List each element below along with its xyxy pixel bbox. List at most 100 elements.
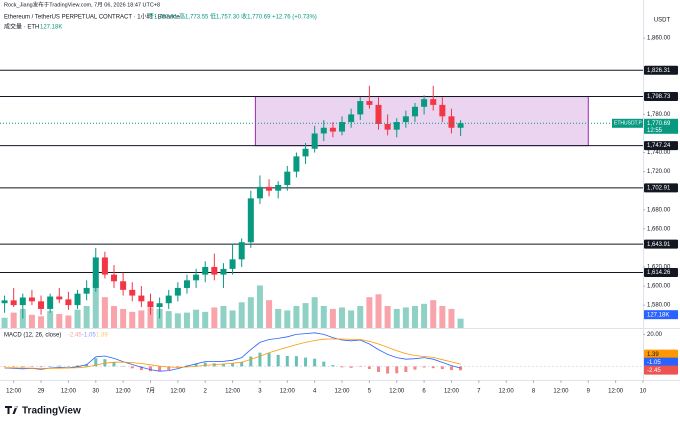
macd-hist [48,366,52,367]
candle-body [375,104,382,124]
candle-body [65,299,72,306]
volume-bar [174,313,181,328]
x-tick-label: 12:00 [6,389,22,395]
symbol-tag-bg [612,118,643,128]
macd-hist [395,366,399,374]
candle-body [275,184,282,191]
macd-hist [121,365,125,367]
level-label-bg [644,141,678,151]
volume-bar [329,308,336,328]
x-tick-label: 6 [422,389,426,395]
volume-bar [256,285,263,328]
logo-mark [5,406,18,414]
candle-body [293,156,300,172]
price-tag-bg [644,118,678,134]
x-tick-label: 3 [258,389,262,395]
candle-body [247,198,254,243]
y-tick-label: 1,620.00 [647,265,671,271]
macd-hist [21,366,25,368]
volume-bar [19,308,26,328]
candle-body [19,297,26,306]
macd-hist [112,362,116,367]
macd-hist [203,362,207,367]
macd-hist [422,366,426,368]
macd-tick-label: 20.00 [647,332,663,338]
macd-hist [76,365,80,367]
overlay: 1,860.00 1,780.00 1,740.00 1,720.00 1,680.00… [6,36,678,395]
volume-bar [211,307,218,328]
volume-value: 127.18K [40,25,62,31]
candle-body [448,116,455,128]
candle-body [411,106,418,117]
candle-body [1,300,8,304]
volume-bar [138,310,145,328]
volume-bar [430,300,437,328]
candle-body [101,257,108,275]
macd-hist [313,358,317,367]
y-tick-label: 1,680.00 [647,207,671,213]
x-tick-label: 10 [640,389,647,395]
volume-bar [92,282,99,328]
macd-hist [322,361,326,367]
y-tick-label: 1,600.00 [647,284,671,290]
symbol: Ethereum / TetherUS PERPETUAL CONTRACT ·… [4,13,180,21]
x-tick-label: 12:00 [553,389,569,395]
ohlc: 开1,757.91 高1,773.55 低1,757.30 收1,770.69 … [148,13,317,21]
y-tick-label: 1,740.00 [647,150,671,156]
volume-bar [366,297,373,328]
macd-hist [139,366,143,371]
volume-bar [457,318,464,328]
volume-bar [275,308,282,328]
volume-title: 成交量 · ETH [4,23,39,31]
logo-text: TradingView [22,406,81,417]
level-label-bg [644,183,678,193]
macd-legend-macd: -1.05 [82,333,96,339]
countdown-tag: 12:55 [647,128,663,134]
macd-hist [285,356,289,367]
y-tick-label: 1,720.00 [647,169,671,175]
macd-hist [85,364,89,367]
candle-body [339,122,346,132]
volume-bar [293,306,300,328]
candle-body [229,259,236,269]
level-label-bg [644,239,678,249]
volume-bar [38,316,45,328]
candle-body [138,295,145,302]
candle-body [83,287,90,294]
author: Rock_Jiang发布于TradingView.com, 7月 06, 202… [4,0,160,8]
x-tick-label: 2 [204,389,208,395]
volume-bar [83,306,90,328]
macd-hist [221,363,225,367]
candle-body [220,268,227,275]
candle-body [329,127,336,132]
volume-bar [120,308,127,328]
macd-hist [340,366,344,368]
macd-hist [57,365,61,367]
macd-hist [276,354,280,367]
macd-hist [130,366,134,369]
volume-bar [220,306,227,328]
x-tick-label: 8 [532,389,536,395]
volume-bar [266,300,273,328]
volume-bar [439,306,446,328]
candle-body [439,104,446,117]
candle-body [421,99,428,107]
volume-bar [393,308,400,328]
volume-bar [202,311,209,328]
macd-hist [267,353,271,367]
y-tick-label: 1,580.00 [647,303,671,309]
currency: USDT [654,18,671,24]
volume-bar [74,309,81,328]
macd-hist [449,366,453,371]
candle-body [28,297,35,302]
volume-bar [10,312,17,328]
x-tick-label: 12:00 [335,389,351,395]
macd-hist [3,366,7,367]
volume-bar [1,317,8,328]
candle-body [147,301,154,308]
level-label: 1,798.73 [647,94,671,100]
macd-hist [258,352,262,367]
x-tick-label: 4 [313,389,317,395]
x-tick-label: 29 [38,389,45,395]
